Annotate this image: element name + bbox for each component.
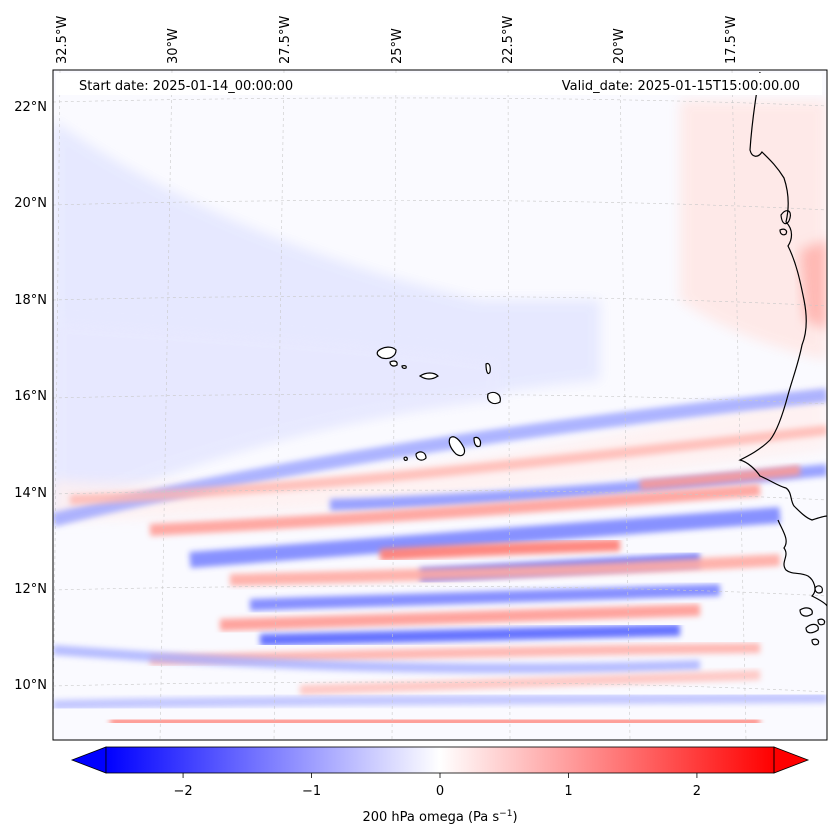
- coastlines: [738, 71, 827, 646]
- colorbar-label: 200 hPa omega (Pa s−1): [362, 809, 517, 825]
- longitude-labels: 32.5°W 30°W 27.5°W 25°W 22.5°W 20°W 17.5…: [55, 16, 739, 64]
- longitude-label: 30°W: [166, 28, 181, 64]
- west-africa-coastline: [738, 71, 827, 521]
- start-date-label: Start date: 2025-01-14_00:00:00: [79, 79, 293, 94]
- map-frame: [52, 69, 828, 741]
- latitude-label: 12°N: [14, 582, 47, 597]
- island-sao-nicolau: [418, 372, 439, 380]
- latitude-gridline: [53, 681, 827, 693]
- longitude-label: 20°W: [612, 28, 627, 64]
- longitude-label: 22.5°W: [501, 16, 516, 64]
- longitude-label: 25°W: [390, 28, 405, 64]
- island-coastline: [814, 585, 823, 594]
- island-fogo: [415, 451, 427, 461]
- island-sao-vicente: [389, 360, 398, 367]
- colorbar-ticks: −2 −1 0 1 2: [173, 773, 701, 799]
- omega-red-band: [639, 465, 801, 490]
- island-coastline: [779, 228, 788, 236]
- valid-date-label: Valid_date: 2025-01-15T15:00:00.00: [562, 79, 800, 94]
- latitude-label: 20°N: [14, 196, 47, 211]
- colorbar-tick-label: 0: [436, 784, 444, 799]
- longitude-gridline: [53, 70, 61, 740]
- omega-blue-band: [249, 584, 721, 611]
- header-band: [56, 73, 822, 95]
- latitude-gridline: [53, 585, 827, 597]
- colorbar-gradient: [106, 747, 774, 773]
- omega-light-blue-region: [53, 320, 500, 520]
- longitude-gridline: [391, 70, 397, 740]
- colorbar: −2 −1 0 1 2 200 hPa omega (Pa s−1): [70, 746, 810, 825]
- colorbar-min-extend: [70, 746, 107, 774]
- omega-red-band: [229, 554, 781, 586]
- longitude-gridline: [731, 70, 747, 740]
- colorbar-tick-label: −2: [173, 784, 192, 799]
- latitude-label: 22°N: [14, 100, 47, 115]
- colorbar-max-extend: [773, 746, 810, 774]
- island-coastline: [799, 607, 813, 617]
- omega-light-red-region: [680, 100, 827, 360]
- island-coastline: [817, 618, 826, 626]
- colorbar-tick-label: 2: [693, 784, 701, 799]
- longitude-gridline: [507, 70, 511, 740]
- island-santa-luzia: [401, 365, 407, 369]
- omega-red-band: [379, 539, 621, 561]
- omega-red-band: [219, 604, 701, 631]
- omega-red-band: [109, 714, 761, 728]
- latitude-label: 10°N: [14, 678, 47, 693]
- island-coastline: [780, 210, 791, 225]
- latitude-gridline: [53, 97, 827, 107]
- colorbar-tick-label: −1: [302, 784, 321, 799]
- omega-blue-band: [53, 645, 701, 674]
- cape-verde-islands: [376, 346, 501, 461]
- island-boa-vista: [487, 391, 501, 405]
- longitude-label: 27.5°W: [278, 16, 293, 64]
- longitude-gridline: [619, 70, 631, 740]
- omega-blue-band: [259, 624, 681, 646]
- map-plot-area: [53, 70, 827, 740]
- omega-blue-band: [189, 507, 781, 568]
- latitude-labels: 22°N 20°N 18°N 16°N 14°N 12°N 10°N: [14, 100, 47, 693]
- longitude-label: 17.5°W: [724, 16, 739, 64]
- omega-blue-band: [53, 693, 827, 710]
- omega-red-region: [800, 240, 827, 330]
- island-coastline: [811, 638, 820, 646]
- omega-red-band: [149, 484, 761, 536]
- island-coastline: [805, 623, 819, 634]
- latitude-gridline: [53, 489, 827, 501]
- omega-red-band: [299, 670, 761, 695]
- latitude-label: 14°N: [14, 486, 47, 501]
- latitude-gridline: [53, 295, 827, 307]
- latitude-gridline: [53, 199, 827, 211]
- longitude-gridline: [159, 70, 173, 740]
- island-brava: [403, 456, 408, 461]
- island-santiago: [448, 436, 466, 457]
- island-sal: [485, 362, 491, 375]
- latitude-label: 18°N: [14, 293, 47, 308]
- omega-red-band: [69, 425, 827, 505]
- latitude-gridline: [53, 393, 827, 405]
- island-santo-antao: [376, 346, 397, 360]
- latitude-label: 16°N: [14, 389, 47, 404]
- guinea-bissau-coastline: [777, 519, 827, 607]
- graticule: [53, 70, 827, 740]
- colorbar-tick-label: 1: [564, 784, 572, 799]
- longitude-label: 32.5°W: [55, 16, 70, 64]
- omega-field: [53, 100, 827, 740]
- island-maio: [473, 436, 482, 448]
- longitude-gridline: [273, 70, 285, 740]
